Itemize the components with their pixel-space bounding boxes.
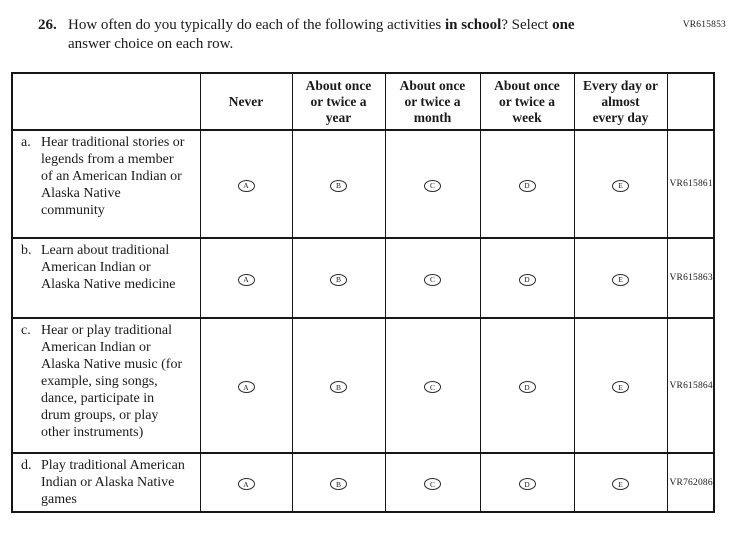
- bubble-letter: E: [618, 382, 623, 392]
- row-label-d: d. Play traditional American Indian or Al…: [11, 452, 201, 513]
- table-row-d: d. Play traditional American Indian or Al…: [11, 452, 715, 513]
- answer-cell: D: [479, 237, 575, 319]
- bubble-letter: A: [243, 275, 249, 284]
- answer-cell: B: [291, 129, 386, 239]
- bubble-letter: B: [335, 479, 341, 489]
- row-label-c: c. Hear or play traditional American Indi…: [11, 317, 201, 454]
- bubble-letter: D: [524, 479, 530, 489]
- bubble-letter: E: [618, 181, 623, 190]
- bubble-letter: C: [429, 479, 435, 489]
- question-number: 26.: [38, 17, 57, 33]
- row-letter: c.: [21, 323, 31, 338]
- question-block: 26. How often do you typically do each o…: [38, 16, 722, 54]
- question-line1-bold-inschool: in school: [445, 17, 502, 33]
- row-label-b: b. Learn about traditional American India…: [11, 237, 201, 319]
- answer-cell: E: [573, 129, 668, 239]
- answer-cell: A: [199, 237, 293, 319]
- bubble-letter: C: [429, 382, 435, 392]
- answer-cell: A: [199, 317, 293, 454]
- bubble-letter: C: [429, 181, 435, 190]
- option-bubble-a[interactable]: A: [237, 273, 255, 286]
- answer-cell: C: [384, 452, 481, 513]
- answer-cell: D: [479, 129, 575, 239]
- answer-cell: D: [479, 452, 575, 513]
- answer-cell: C: [384, 129, 481, 239]
- question-line1-bold-one: one: [552, 17, 575, 33]
- option-bubble-c[interactable]: C: [424, 273, 441, 286]
- option-bubble-e[interactable]: E: [612, 273, 629, 286]
- option-bubble-a[interactable]: A: [237, 478, 255, 491]
- question-line2: answer choice on each row.: [68, 36, 234, 52]
- answer-cell: A: [199, 129, 293, 239]
- answer-cell: E: [573, 317, 668, 454]
- answer-cell: A: [199, 452, 293, 513]
- bubble-letter: D: [524, 382, 530, 392]
- row-label-a: a. Hear traditional stories or legends fr…: [11, 129, 201, 239]
- table-row-b: b. Learn about traditional American India…: [11, 237, 715, 319]
- bubble-letter: C: [429, 275, 435, 284]
- row-code: VR762086: [666, 452, 715, 513]
- answer-cell: E: [573, 237, 668, 319]
- row-code: VR615864: [666, 317, 715, 454]
- row-code: VR615863: [666, 237, 715, 319]
- option-bubble-b[interactable]: B: [330, 273, 347, 286]
- bubble-letter: E: [618, 479, 623, 489]
- bubble-letter: A: [243, 382, 249, 392]
- option-bubble-d[interactable]: D: [518, 381, 536, 394]
- option-bubble-e[interactable]: E: [612, 381, 629, 394]
- column-header-year: About once or twice a year: [291, 72, 386, 131]
- row-letter: a.: [21, 135, 31, 150]
- bubble-letter: E: [618, 275, 623, 284]
- bubble-letter: A: [243, 479, 249, 489]
- option-bubble-c[interactable]: C: [424, 381, 441, 394]
- header-code-cell: [666, 72, 715, 131]
- option-bubble-b[interactable]: B: [330, 179, 347, 192]
- bubble-letter: A: [243, 181, 249, 190]
- column-header-everyday: Every day or almost every day: [573, 72, 668, 131]
- question-line1: How often do you typically do each of th…: [68, 16, 722, 35]
- bubble-letter: B: [335, 181, 341, 190]
- row-text: Hear traditional stories or legends from…: [41, 135, 185, 218]
- option-bubble-a[interactable]: A: [237, 381, 255, 394]
- header-stub-cell: [11, 72, 201, 131]
- answer-cell: E: [573, 452, 668, 513]
- question-text: How often do you typically do each of th…: [68, 16, 722, 54]
- table-row-c: c. Hear or play traditional American Indi…: [11, 317, 715, 454]
- option-bubble-c[interactable]: C: [424, 478, 441, 491]
- bubble-letter: D: [524, 181, 530, 190]
- row-text: Play traditional American Indian or Alas…: [41, 458, 185, 507]
- row-letter: d.: [21, 458, 32, 473]
- option-bubble-c[interactable]: C: [424, 179, 441, 192]
- answer-cell: C: [384, 317, 481, 454]
- answer-cell: D: [479, 317, 575, 454]
- column-header-month: About once or twice a month: [384, 72, 481, 131]
- question-line1-text: How often do you typically do each of th…: [68, 17, 445, 33]
- bubble-letter: D: [524, 275, 530, 284]
- frequency-matrix-table: Never About once or twice a year About o…: [11, 72, 715, 513]
- bubble-letter: B: [335, 382, 341, 392]
- option-bubble-e[interactable]: E: [612, 179, 629, 192]
- option-bubble-b[interactable]: B: [330, 381, 347, 394]
- table-row-a: a. Hear traditional stories or legends fr…: [11, 129, 715, 239]
- row-text: Hear or play traditional American Indian…: [41, 323, 183, 440]
- bubble-letter: B: [335, 275, 341, 284]
- question-line1-text2: ? Select: [501, 17, 553, 33]
- row-text: Learn about traditional American Indian …: [41, 243, 176, 292]
- option-bubble-b[interactable]: B: [330, 478, 347, 491]
- answer-cell: B: [291, 317, 386, 454]
- header-row: Never About once or twice a year About o…: [11, 72, 715, 131]
- answer-cell: C: [384, 237, 481, 319]
- row-code: VR615861: [666, 129, 715, 239]
- column-header-week: About once or twice a week: [479, 72, 575, 131]
- answer-cell: B: [291, 452, 386, 513]
- option-bubble-d[interactable]: D: [518, 179, 536, 192]
- option-bubble-e[interactable]: E: [612, 478, 629, 491]
- option-bubble-d[interactable]: D: [518, 273, 536, 286]
- column-header-never: Never: [199, 72, 293, 131]
- answer-cell: B: [291, 237, 386, 319]
- row-letter: b.: [21, 243, 32, 258]
- option-bubble-d[interactable]: D: [518, 478, 536, 491]
- option-bubble-a[interactable]: A: [237, 179, 255, 192]
- form-code-top: VR615853: [682, 20, 726, 30]
